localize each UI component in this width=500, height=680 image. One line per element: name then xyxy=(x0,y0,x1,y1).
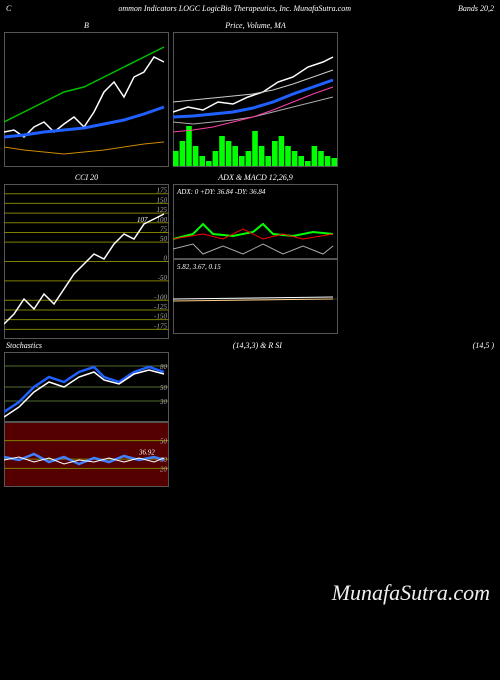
svg-text:-150: -150 xyxy=(154,313,167,321)
macd-chart: 5.82, 3.67, 0.15 xyxy=(173,259,338,334)
stoch-header: Stochastics (14,3,3) & R SI (14,5 ) xyxy=(0,341,500,350)
svg-text:50: 50 xyxy=(160,384,168,392)
svg-text:-175: -175 xyxy=(154,322,167,330)
adx-title: ADX & MACD 12,26,9 xyxy=(173,171,338,184)
svg-text:50: 50 xyxy=(160,235,168,243)
stochastics-chart: 805030 xyxy=(4,352,169,422)
cci-col: CCI 20 17515012510075500-50-100-125-150-… xyxy=(4,171,169,339)
row-1: B Price, Volume, MA xyxy=(0,17,500,169)
svg-text:-100: -100 xyxy=(154,293,167,301)
rsi-chart: 50302036.92 xyxy=(4,422,169,487)
svg-text:150: 150 xyxy=(157,196,168,204)
svg-text:20: 20 xyxy=(160,465,168,473)
price-volume-chart xyxy=(173,32,338,167)
svg-text:30: 30 xyxy=(159,398,168,406)
svg-text:-125: -125 xyxy=(154,303,167,311)
row-stoch: 805030 50302036.92 xyxy=(0,350,500,489)
header-mid: ommon Indicators LOGC LogicBio Therapeut… xyxy=(118,4,351,13)
page-header: C ommon Indicators LOGC LogicBio Therape… xyxy=(0,0,500,17)
adx-chart: ADX: 0 +DY: 36.84 -DY: 36.84 xyxy=(173,184,338,259)
svg-text:75: 75 xyxy=(160,225,168,233)
adx-macd-col: ADX & MACD 12,26,9 ADX: 0 +DY: 36.84 -DY… xyxy=(173,171,338,339)
bollinger-chart xyxy=(4,32,169,167)
svg-text:ADX: 0 +DY: 36.84 -DY: 36.84: ADX: 0 +DY: 36.84 -DY: 36.84 xyxy=(176,188,266,196)
svg-text:175: 175 xyxy=(157,187,168,195)
svg-text:107: 107 xyxy=(137,216,148,224)
header-left: C xyxy=(6,4,11,13)
header-right: Bands 20,2 xyxy=(458,4,494,13)
cci-title: CCI 20 xyxy=(4,171,169,184)
watermark: MunafaSutra.com xyxy=(332,580,490,606)
chart1-title: B xyxy=(4,19,169,32)
svg-text:5.82, 3.67, 0.15: 5.82, 3.67, 0.15 xyxy=(177,263,221,271)
cci-chart: 17515012510075500-50-100-125-150-175107 xyxy=(4,184,169,339)
svg-text:0: 0 xyxy=(164,255,168,263)
row-2: CCI 20 17515012510075500-50-100-125-150-… xyxy=(0,169,500,341)
stoch-title-mid: (14,3,3) & R SI xyxy=(233,341,282,350)
chart2-title: Price, Volume, MA xyxy=(173,19,338,32)
stoch-col: 805030 50302036.92 xyxy=(4,352,169,487)
stoch-title-right: (14,5 ) xyxy=(473,341,494,350)
svg-text:50: 50 xyxy=(160,438,168,446)
svg-text:125: 125 xyxy=(157,206,168,214)
chart1-col: B xyxy=(4,19,169,167)
svg-text:-50: -50 xyxy=(158,274,168,282)
chart2-col: Price, Volume, MA xyxy=(173,19,338,167)
svg-text:36.92: 36.92 xyxy=(138,449,155,457)
stoch-title-left: Stochastics xyxy=(6,341,42,350)
